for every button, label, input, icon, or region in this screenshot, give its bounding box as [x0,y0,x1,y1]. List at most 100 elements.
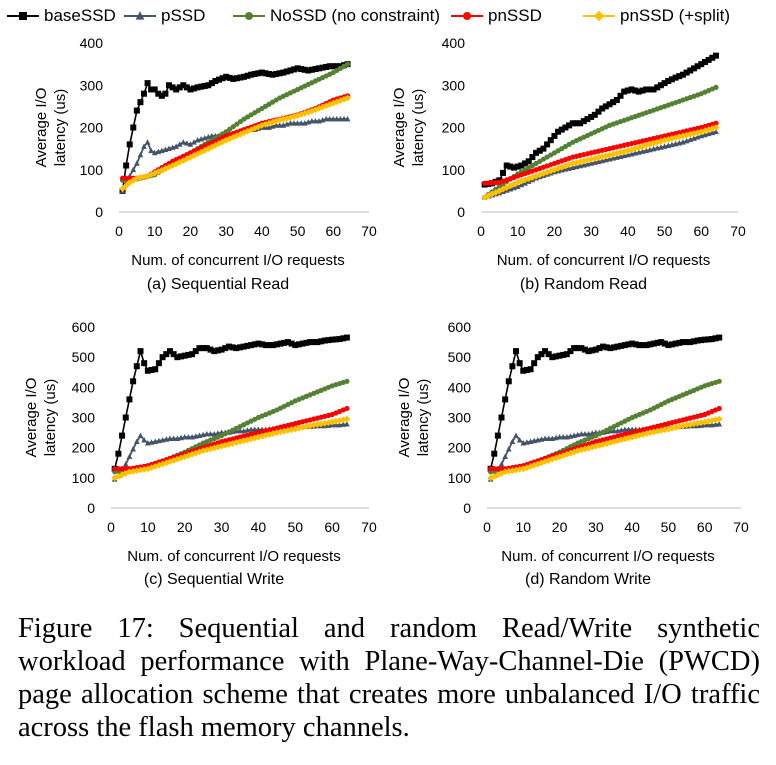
y-axis-label: Average I/O latency (us) [391,88,427,168]
data-point [144,139,151,145]
data-point [181,433,188,440]
data-point [482,180,488,186]
data-point [507,163,514,170]
data-point [705,56,712,63]
data-point [502,453,509,460]
data-point [639,87,646,94]
data-point [606,101,613,108]
data-point [709,54,716,61]
data-point [610,99,617,106]
data-point [578,430,585,437]
data-point [270,342,277,349]
x-tick-label: 0 [483,519,491,535]
data-point [180,82,187,89]
data-point [310,339,317,346]
data-point [542,435,548,441]
data-point [603,344,610,351]
y-tick-label: 300 [442,77,466,93]
data-point [344,61,351,67]
data-point [262,342,269,349]
data-point [152,366,159,373]
data-point [251,124,259,132]
data-point [503,162,510,169]
data-point [552,353,559,360]
data-point [272,117,280,125]
data-point [668,76,675,83]
data-point [344,405,350,412]
y-tick-label: 400 [442,35,466,51]
data-point [148,147,155,154]
data-point [708,336,715,343]
data-point [266,70,272,77]
x-tick-label: 50 [657,223,673,239]
data-point [694,63,701,70]
x-tick-label: 70 [730,223,746,239]
chart-subtitle: (a) Sequential Read [147,276,289,293]
figure-caption: Figure 17: Sequential and random Read/Wr… [18,613,760,743]
data-point [344,421,350,427]
data-point [287,113,294,121]
x-tick-label: 60 [325,223,341,239]
data-point [176,84,183,91]
data-point [248,342,255,349]
data-point [137,151,144,158]
data-point [650,86,657,93]
chart-subtitle: (b) Random Read [520,276,647,293]
data-point [251,341,258,348]
data-point [584,116,591,123]
legend-marker [593,10,605,22]
y-tick-label: 100 [442,162,466,178]
data-point [230,75,237,82]
data-point [173,143,180,149]
x-axis-label: Num. of concurrent I/O requests [501,548,714,565]
data-point [332,336,339,343]
data-point [226,74,233,81]
data-point [119,432,126,439]
data-point [130,378,137,385]
data-point [111,474,119,482]
data-point [712,52,719,59]
data-point [625,426,632,432]
data-point [611,427,617,434]
data-point [330,63,337,70]
data-point [214,347,221,354]
data-point [635,88,642,95]
data-point [233,75,240,82]
data-point [698,337,705,344]
data-point [716,405,722,412]
series-basessd [481,52,719,188]
data-point [166,348,173,355]
data-point [181,352,188,359]
data-point [194,84,201,91]
data-point [665,342,672,349]
data-point [617,92,624,99]
data-point [159,354,166,361]
data-point [588,113,595,120]
data-point [607,345,614,352]
data-point [191,85,197,92]
data-point [578,345,585,352]
series-pssd [481,128,719,200]
series-pnssd [488,405,722,472]
data-point [262,70,269,77]
data-point [676,73,683,80]
data-point [178,353,185,360]
data-point [713,120,719,126]
data-point [600,343,607,350]
data-point [123,175,129,181]
data-point [133,107,140,114]
data-point [585,348,592,355]
data-point [514,163,521,170]
data-point [527,366,534,373]
data-point [643,86,650,93]
data-point [144,367,151,374]
data-point [690,338,697,345]
data-point [115,466,121,472]
data-point [589,347,596,354]
data-point [137,99,144,106]
y-tick-label: 0 [95,204,103,220]
y-tick-label: 400 [448,379,472,395]
x-tick-label: 10 [510,223,526,239]
